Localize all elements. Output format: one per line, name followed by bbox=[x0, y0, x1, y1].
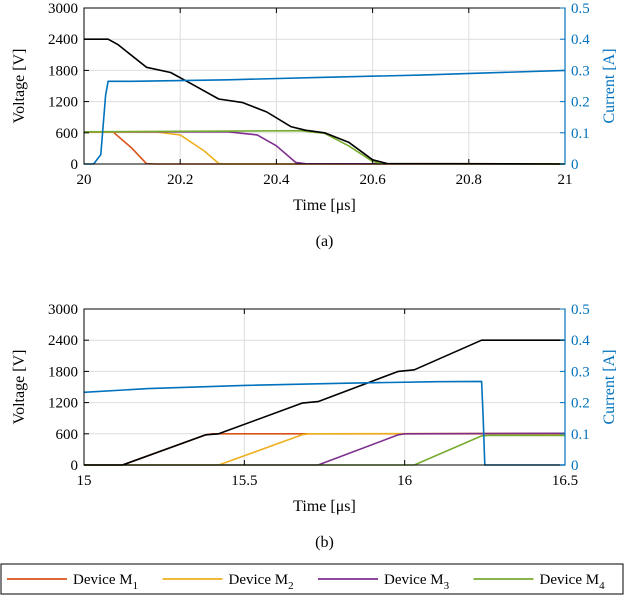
x-axis-label-b: Time [μs] bbox=[293, 498, 356, 515]
y-tick-label: 600 bbox=[56, 126, 79, 142]
x-tick-label: 20.2 bbox=[167, 172, 193, 188]
x-tick-label: 16.5 bbox=[552, 473, 578, 489]
series-line-device-m2-b bbox=[84, 433, 565, 465]
y-tick-label: 0 bbox=[71, 157, 79, 173]
y-right-tick-label: 0.1 bbox=[571, 126, 590, 142]
y-right-tick-label: 0 bbox=[571, 157, 579, 173]
caption-b: (b) bbox=[315, 534, 334, 551]
plot-frame-a bbox=[84, 8, 565, 164]
y-tick-label: 1200 bbox=[48, 396, 78, 412]
x-axis-label-a: Time [μs] bbox=[293, 197, 356, 214]
y-tick-label: 3000 bbox=[48, 302, 78, 318]
y-tick-label: 600 bbox=[56, 427, 79, 443]
x-tick-label: 16 bbox=[397, 473, 413, 489]
y-right-axis-label-b: Current [A] bbox=[601, 349, 618, 424]
series-line-device-m1-b bbox=[84, 434, 565, 465]
x-tick-label: 15.5 bbox=[231, 473, 257, 489]
legend: Device M1 Device M2 Device M3 Device M4 bbox=[1, 564, 623, 594]
y-right-tick-label: 0.3 bbox=[571, 364, 590, 380]
x-tick-label: 20.8 bbox=[456, 172, 482, 188]
y-tick-label: 1800 bbox=[48, 63, 78, 79]
y-right-tick-label: 0.1 bbox=[571, 427, 590, 443]
y-tick-label: 2400 bbox=[48, 333, 78, 349]
y-tick-label: 2400 bbox=[48, 32, 78, 48]
chart-panel-a: 20 20.2 20.4 20.6 20.8 2106001200180024003000… bbox=[11, 1, 618, 250]
y-right-tick-label: 0.5 bbox=[571, 1, 590, 17]
plot-frame-b bbox=[84, 309, 565, 465]
x-tick-label: 21 bbox=[558, 172, 573, 188]
y-right-axis-label-a: Current [A] bbox=[601, 48, 618, 123]
y-right-tick-label: 0.2 bbox=[571, 396, 590, 412]
y-tick-label: 1800 bbox=[48, 364, 78, 380]
x-tick-label: 20 bbox=[77, 172, 92, 188]
chart-panel-b: 15 15.5 16 16.50600120018002400300000.10.20… bbox=[11, 302, 618, 551]
y-right-tick-label: 0.3 bbox=[571, 63, 590, 79]
y-axis-label-a: Voltage [V] bbox=[11, 49, 28, 124]
caption-a: (a) bbox=[316, 233, 334, 250]
y-tick-label: 3000 bbox=[48, 1, 78, 17]
y-right-tick-label: 0.4 bbox=[571, 32, 590, 48]
series-line-device-m1-a bbox=[84, 132, 565, 164]
series-line-device-m4-a bbox=[84, 131, 565, 164]
series-line-device-m3-b bbox=[84, 433, 565, 465]
x-tick-label: 20.4 bbox=[263, 172, 290, 188]
y-axis-label-b: Voltage [V] bbox=[11, 350, 28, 425]
y-right-tick-label: 0.2 bbox=[571, 95, 590, 111]
y-right-tick-label: 0.4 bbox=[571, 333, 590, 349]
y-tick-label: 0 bbox=[71, 458, 79, 474]
y-tick-label: 1200 bbox=[48, 95, 78, 111]
y-right-tick-label: 0.5 bbox=[571, 302, 590, 318]
y-right-tick-label: 0 bbox=[571, 458, 579, 474]
x-tick-label: 15 bbox=[77, 473, 92, 489]
series-line-device-m2-a bbox=[84, 132, 565, 164]
series-line-current-a bbox=[84, 70, 565, 164]
series-line-device-m3-a bbox=[84, 132, 565, 164]
series-line-device-m4-b bbox=[84, 435, 565, 465]
x-tick-label: 20.6 bbox=[359, 172, 386, 188]
